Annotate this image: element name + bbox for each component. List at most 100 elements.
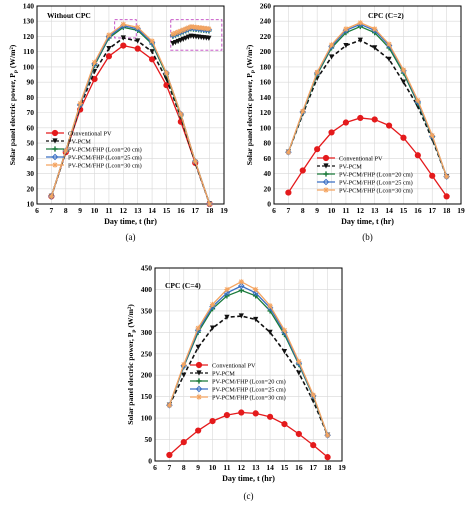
data-point bbox=[91, 59, 98, 65]
y-tick-label: 0 bbox=[267, 200, 271, 209]
inset-marker bbox=[178, 28, 184, 34]
y-tick-label: 130 bbox=[23, 17, 35, 26]
series-line bbox=[50, 44, 211, 205]
x-tick-label: 13 bbox=[134, 206, 142, 215]
legend-swatch-marker bbox=[323, 171, 329, 177]
x-tick-label: 6 bbox=[272, 206, 276, 215]
data-point bbox=[443, 193, 450, 200]
data-point bbox=[223, 412, 231, 419]
y-tick-label: 350 bbox=[141, 306, 153, 315]
x-tick-label: 9 bbox=[78, 206, 82, 215]
data-point bbox=[166, 451, 173, 459]
inset-marker bbox=[206, 26, 212, 32]
data-point bbox=[299, 167, 306, 174]
y-axis-label-main: Solar panel electric power, P bbox=[8, 73, 17, 166]
data-point bbox=[267, 329, 273, 335]
x-axis-label: Day time, t (hr) bbox=[222, 474, 275, 483]
data-point bbox=[238, 313, 244, 319]
x-tick-label: 11 bbox=[105, 206, 112, 215]
y-tick-label: 60 bbox=[27, 123, 35, 132]
plot-frame bbox=[154, 267, 343, 462]
x-axis-label: Day time, t (hr) bbox=[104, 217, 157, 226]
x-tick-label: 17 bbox=[191, 206, 199, 215]
panel-label: (a) bbox=[126, 232, 136, 242]
data-point bbox=[191, 158, 199, 165]
data-point bbox=[120, 21, 126, 27]
data-point bbox=[324, 431, 331, 439]
data-point bbox=[192, 158, 198, 164]
x-tick-label: 9 bbox=[315, 206, 319, 215]
y-tick-label: 300 bbox=[141, 328, 153, 337]
series-line bbox=[50, 23, 211, 205]
plot-frame bbox=[273, 5, 462, 205]
legend-swatch-marker bbox=[51, 129, 59, 137]
data-point bbox=[429, 172, 436, 179]
y-tick-label: 260 bbox=[260, 2, 272, 11]
data-point bbox=[224, 314, 230, 320]
y-axis-label: Solar panel electric power, Pp (W/m²) bbox=[245, 44, 256, 165]
legend-entry: PV-PCM bbox=[68, 139, 91, 146]
legend-swatch-marker bbox=[52, 138, 58, 144]
x-tick-label: 14 bbox=[148, 206, 156, 215]
x-tick-label: 14 bbox=[385, 206, 393, 215]
y-tick-label: 20 bbox=[27, 184, 35, 193]
inset-marker bbox=[170, 31, 176, 37]
data-point bbox=[134, 45, 141, 52]
y-axis-label-unit: (W/m²) bbox=[245, 44, 254, 70]
data-point bbox=[178, 111, 184, 117]
data-point bbox=[444, 173, 450, 180]
data-point bbox=[342, 119, 350, 126]
x-tick-label: 17 bbox=[309, 463, 317, 472]
data-point bbox=[63, 148, 69, 154]
legend-entry: PV-PCM/FHP (Lcon=30 cm) bbox=[68, 163, 142, 170]
data-point bbox=[224, 286, 230, 293]
legend-entry: PV-PCM/FHP (Lcon=20 cm) bbox=[339, 172, 413, 179]
series-star bbox=[166, 279, 331, 438]
data-point bbox=[328, 42, 335, 48]
x-tick-label: 15 bbox=[400, 206, 408, 215]
legend-swatch-marker bbox=[323, 163, 329, 169]
data-point bbox=[328, 54, 335, 60]
data-point bbox=[314, 146, 321, 153]
data-point bbox=[135, 24, 141, 30]
y-tick-label: 220 bbox=[260, 32, 272, 41]
data-point bbox=[342, 27, 350, 34]
data-point bbox=[414, 152, 421, 159]
data-point bbox=[253, 286, 259, 293]
y-tick-label: 120 bbox=[23, 32, 35, 41]
legend-entry: PV-PCM bbox=[339, 164, 362, 171]
data-point bbox=[295, 430, 302, 438]
legend-entry: Conventional PV bbox=[212, 363, 256, 370]
x-tick-label: 10 bbox=[209, 463, 217, 472]
data-point bbox=[181, 372, 187, 378]
y-tick-label: 90 bbox=[27, 78, 35, 87]
x-tick-label: 7 bbox=[50, 206, 54, 215]
data-point bbox=[148, 39, 156, 46]
data-point bbox=[328, 129, 335, 136]
x-tick-labels: 6 7 8 9 10 11 12 13 14 15 16 17 18 19 bbox=[35, 206, 228, 215]
data-point bbox=[105, 53, 113, 60]
data-point bbox=[314, 69, 320, 75]
legend-swatch-marker bbox=[195, 385, 203, 393]
x-tick-label: 7 bbox=[287, 206, 291, 215]
legend-entry: PV-PCM/FHP (Lcon=25 cm) bbox=[68, 155, 142, 162]
data-point bbox=[76, 101, 84, 109]
inset-marker bbox=[183, 26, 189, 32]
data-point bbox=[310, 392, 316, 398]
y-tick-label: 110 bbox=[23, 47, 34, 56]
x-tick-label: 10 bbox=[91, 206, 99, 215]
data-point bbox=[385, 122, 393, 129]
data-point bbox=[163, 70, 170, 76]
legend-swatch-marker bbox=[322, 178, 330, 186]
y-axis-label-unit: (W/m²) bbox=[126, 304, 135, 330]
y-tick-label: 200 bbox=[141, 371, 153, 380]
data-point bbox=[372, 26, 378, 32]
y-tick-label: 450 bbox=[141, 264, 153, 273]
y-tick-label: 30 bbox=[27, 169, 35, 178]
x-tick-label: 11 bbox=[223, 463, 230, 472]
y-tick-label: 60 bbox=[264, 154, 272, 163]
legend-swatch-marker bbox=[196, 378, 202, 384]
inset-marker bbox=[172, 30, 179, 36]
